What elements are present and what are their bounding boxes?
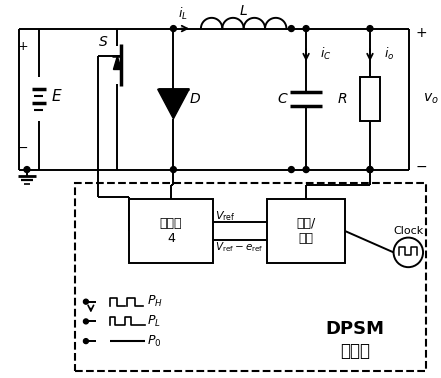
Circle shape xyxy=(288,167,294,172)
Text: $E$: $E$ xyxy=(51,88,62,104)
Text: $+$: $+$ xyxy=(415,25,427,40)
Text: 比较器
4: 比较器 4 xyxy=(160,217,182,245)
Circle shape xyxy=(367,26,373,31)
Text: $v_o$: $v_o$ xyxy=(423,92,439,106)
Circle shape xyxy=(24,167,30,172)
Circle shape xyxy=(303,26,309,31)
Text: $-$: $-$ xyxy=(18,141,29,154)
Polygon shape xyxy=(158,89,189,119)
Text: 采样/
保持: 采样/ 保持 xyxy=(296,217,316,245)
Circle shape xyxy=(171,167,176,172)
Text: $i_L$: $i_L$ xyxy=(178,6,188,22)
Text: $V_{\mathrm{ref}}-e_{\mathrm{ref}}$: $V_{\mathrm{ref}}-e_{\mathrm{ref}}$ xyxy=(215,240,263,254)
Circle shape xyxy=(367,167,373,172)
Text: DPSM: DPSM xyxy=(326,320,385,338)
Bar xyxy=(267,199,345,263)
Text: Clock: Clock xyxy=(393,226,423,236)
Circle shape xyxy=(288,26,294,31)
Circle shape xyxy=(83,319,88,324)
Circle shape xyxy=(83,299,88,304)
Circle shape xyxy=(171,26,176,31)
Text: $R$: $R$ xyxy=(337,92,348,106)
Polygon shape xyxy=(113,56,121,70)
Text: $P_0$: $P_0$ xyxy=(147,333,161,349)
Text: $L$: $L$ xyxy=(239,4,248,18)
Text: $-$: $-$ xyxy=(415,159,427,173)
Text: $V_{\mathrm{ref}}$: $V_{\mathrm{ref}}$ xyxy=(215,209,235,223)
Text: $P_L$: $P_L$ xyxy=(147,314,161,329)
Text: $S$: $S$ xyxy=(98,36,109,50)
Text: $i_C$: $i_C$ xyxy=(320,46,331,62)
Circle shape xyxy=(303,167,309,172)
Bar xyxy=(75,183,426,371)
Text: $P_H$: $P_H$ xyxy=(147,294,163,309)
Circle shape xyxy=(83,339,88,344)
Bar xyxy=(360,77,380,121)
Bar xyxy=(129,199,213,263)
Text: $D$: $D$ xyxy=(189,92,201,106)
Text: 控制器: 控制器 xyxy=(340,342,370,360)
Text: $i_o$: $i_o$ xyxy=(384,46,394,62)
Text: $C$: $C$ xyxy=(277,92,288,106)
Text: $+$: $+$ xyxy=(17,40,29,53)
Circle shape xyxy=(367,167,373,172)
